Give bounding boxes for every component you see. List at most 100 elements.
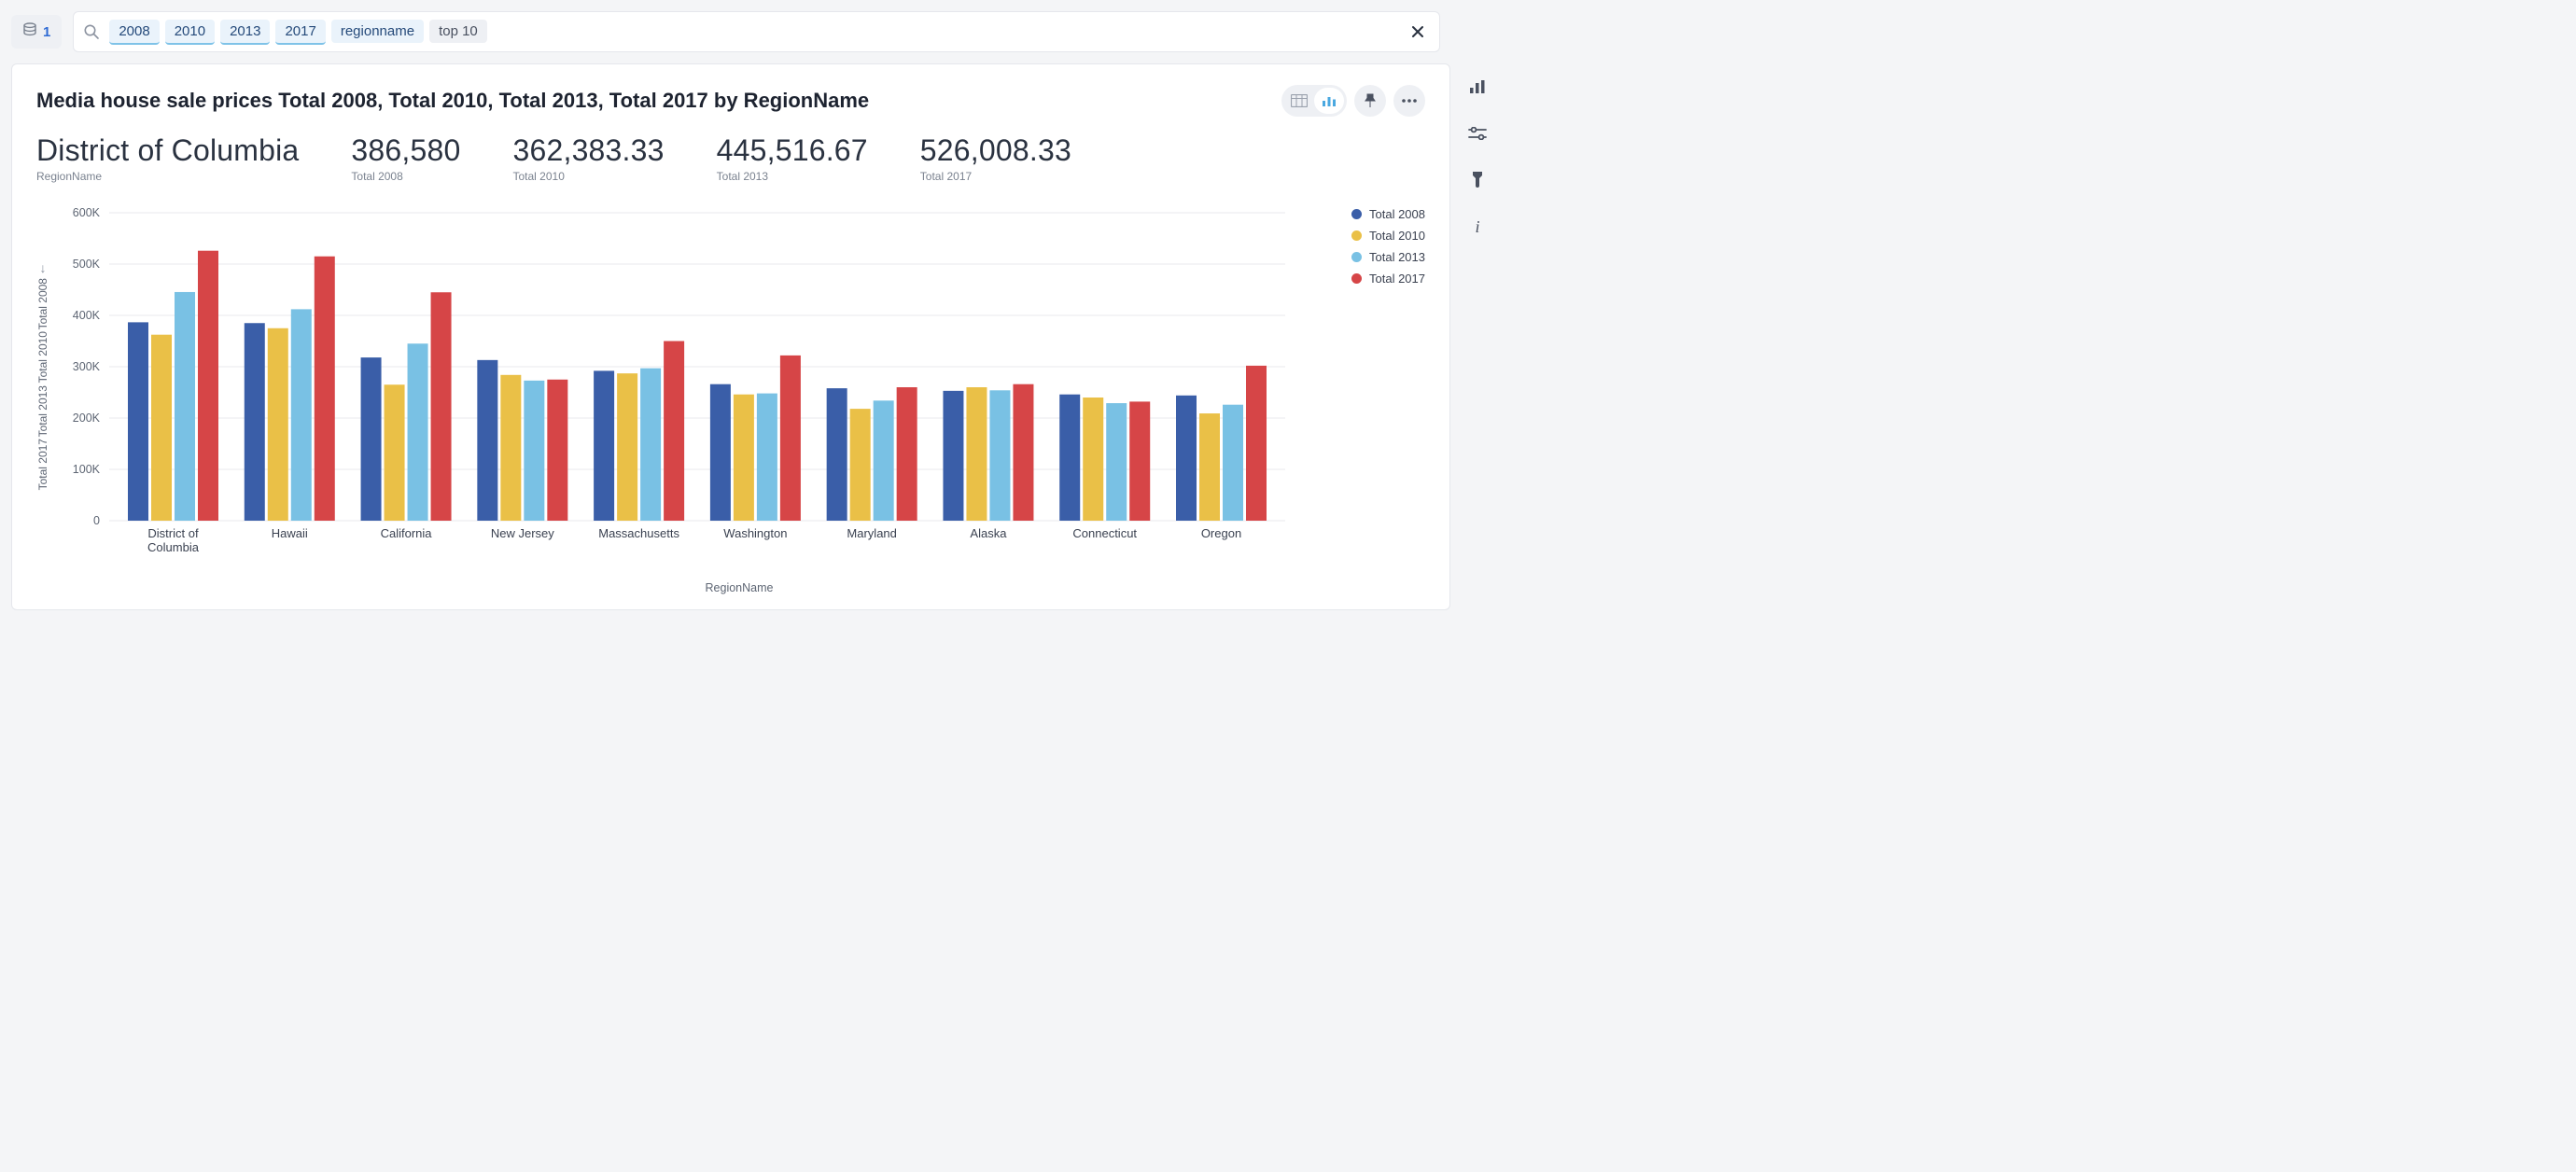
summary-metric: 362,383.33Total 2010 (512, 133, 664, 183)
search-token[interactable]: regionname (331, 20, 424, 43)
bar[interactable] (1129, 401, 1150, 521)
bar[interactable] (1059, 395, 1080, 521)
right-side-rail: i (1462, 63, 1493, 610)
svg-text:Hawaii: Hawaii (272, 526, 308, 540)
clear-search-button[interactable] (1406, 20, 1430, 44)
bar[interactable] (268, 328, 288, 521)
chart-legend: Total 2008 Total 2010 Total 2013 Total 2017 (1351, 207, 1425, 293)
bar[interactable] (1106, 403, 1127, 521)
svg-text:Maryland: Maryland (847, 526, 896, 540)
bar[interactable] (524, 381, 544, 521)
bar[interactable] (1246, 366, 1267, 521)
legend-label: Total 2008 (1369, 207, 1425, 221)
bar[interactable] (897, 387, 917, 521)
info-button[interactable]: i (1462, 211, 1493, 243)
datasource-chip[interactable]: 1 (11, 15, 62, 49)
bar[interactable] (1083, 398, 1103, 521)
search-token[interactable]: 2010 (165, 20, 215, 45)
bar[interactable] (827, 388, 847, 521)
search-tokens: 2008201020132017 regionnametop 10 (109, 20, 492, 45)
search-token[interactable]: 2008 (109, 20, 159, 45)
bar[interactable] (757, 394, 777, 521)
svg-text:California: California (381, 526, 433, 540)
bar[interactable] (1176, 396, 1197, 521)
bar[interactable] (500, 375, 521, 521)
bar[interactable] (734, 395, 754, 521)
info-icon: i (1475, 217, 1479, 237)
bar[interactable] (1013, 384, 1033, 521)
grouped-bar-chart: 0100K200K300K400K500K600KDistrict ofColu… (53, 203, 1425, 567)
database-icon (22, 22, 37, 41)
spotlight-button[interactable] (1462, 164, 1493, 196)
bar[interactable] (198, 251, 218, 521)
bar[interactable] (640, 369, 661, 521)
search-token[interactable]: 2013 (220, 20, 270, 45)
bar[interactable] (664, 342, 684, 522)
bar[interactable] (710, 384, 731, 521)
bar[interactable] (966, 387, 987, 521)
bar[interactable] (431, 292, 452, 521)
svg-text:0: 0 (93, 514, 100, 527)
svg-text:100K: 100K (73, 463, 101, 476)
bar[interactable] (989, 390, 1010, 521)
legend-item[interactable]: Total 2013 (1351, 250, 1425, 264)
legend-item[interactable]: Total 2008 (1351, 207, 1425, 221)
svg-text:500K: 500K (73, 258, 101, 271)
bar[interactable] (874, 400, 894, 521)
y-axis-title: Total 2013 (36, 385, 49, 437)
bar[interactable] (594, 370, 614, 521)
bar[interactable] (943, 391, 963, 521)
summary-metric: 526,008.33Total 2017 (920, 133, 1071, 183)
flashlight-icon (1471, 171, 1484, 189)
bar[interactable] (408, 343, 428, 521)
legend-label: Total 2013 (1369, 250, 1425, 264)
sort-desc-icon: ↓ (40, 260, 47, 275)
svg-text:Washington: Washington (723, 526, 787, 540)
x-axis-title: RegionName (53, 581, 1425, 594)
pin-icon (1364, 93, 1377, 108)
svg-text:300K: 300K (73, 360, 101, 373)
bar[interactable] (477, 360, 497, 521)
metric-value: 526,008.33 (920, 133, 1071, 168)
bar[interactable] (1223, 405, 1243, 521)
bar[interactable] (315, 257, 335, 521)
bar[interactable] (780, 356, 801, 521)
legend-item[interactable]: Total 2017 (1351, 272, 1425, 286)
bar[interactable] (245, 323, 265, 521)
table-view-button[interactable] (1284, 88, 1314, 114)
svg-text:Columbia: Columbia (147, 540, 200, 554)
svg-text:400K: 400K (73, 309, 101, 322)
filters-button[interactable] (1462, 118, 1493, 149)
legend-swatch (1351, 252, 1362, 262)
metric-value: 445,516.67 (717, 133, 868, 168)
y-axis-title: Total 2010 (36, 331, 49, 383)
metric-value: 386,580 (351, 133, 460, 168)
chart-config-button[interactable] (1462, 71, 1493, 103)
search-bar[interactable]: 2008201020132017 regionnametop 10 (73, 11, 1440, 52)
legend-label: Total 2010 (1369, 229, 1425, 243)
bar[interactable] (850, 409, 871, 521)
view-mode-toggle (1281, 85, 1347, 117)
bar[interactable] (385, 384, 405, 521)
metric-label: Total 2008 (351, 170, 460, 183)
sliders-icon (1468, 127, 1487, 140)
metric-label: Total 2013 (717, 170, 868, 183)
bar[interactable] (291, 309, 312, 521)
bar[interactable] (547, 380, 567, 521)
bar[interactable] (128, 322, 148, 521)
svg-text:Connecticut: Connecticut (1072, 526, 1137, 540)
search-token[interactable]: top 10 (429, 20, 487, 43)
bar[interactable] (617, 373, 637, 521)
bar[interactable] (175, 292, 195, 521)
search-token[interactable]: 2017 (275, 20, 325, 45)
card-toolbar (1281, 85, 1425, 117)
metric-value: District of Columbia (36, 133, 299, 168)
chart-view-button[interactable] (1314, 88, 1344, 114)
bar[interactable] (1199, 413, 1220, 521)
bar[interactable] (361, 357, 382, 521)
bar[interactable] (151, 335, 172, 521)
pin-button[interactable] (1354, 85, 1386, 117)
table-icon (1291, 94, 1308, 107)
more-actions-button[interactable] (1393, 85, 1425, 117)
legend-item[interactable]: Total 2010 (1351, 229, 1425, 243)
